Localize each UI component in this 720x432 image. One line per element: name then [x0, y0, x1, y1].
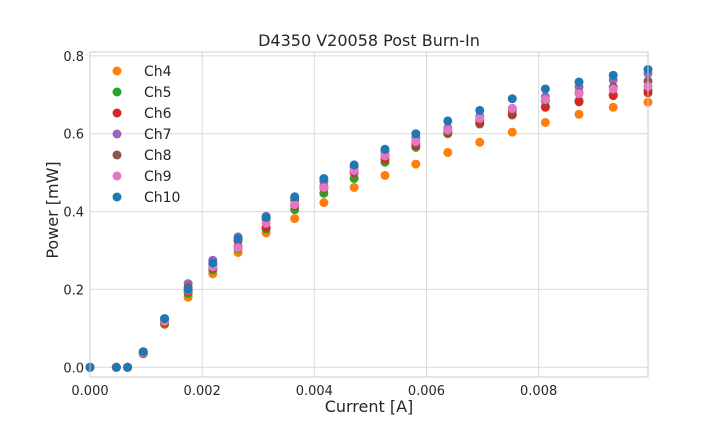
data-point — [123, 362, 133, 372]
data-point — [411, 129, 421, 139]
legend-label: Ch4 — [144, 64, 172, 80]
series-ch10 — [85, 65, 653, 372]
y-tick-label: 0.8 — [63, 50, 84, 65]
data-point — [475, 105, 485, 115]
data-point — [443, 147, 453, 157]
y-tick-label: 0.6 — [63, 128, 84, 143]
chart-title: D4350 V20058 Post Burn-In — [258, 31, 480, 50]
data-point — [319, 173, 329, 183]
legend-label: Ch8 — [144, 148, 172, 164]
legend-marker — [112, 171, 122, 181]
data-point — [349, 182, 359, 192]
data-point — [411, 159, 421, 169]
data-point — [183, 284, 193, 294]
data-point — [233, 243, 243, 253]
data-point — [349, 160, 359, 170]
legend-marker — [112, 192, 122, 202]
data-point — [138, 347, 148, 357]
legend: Ch4 Ch5 Ch6 Ch7 Ch8 Ch9 Ch10 — [112, 64, 180, 206]
x-axis-label: Current [A] — [325, 397, 414, 416]
data-point — [319, 182, 329, 192]
data-point — [574, 77, 584, 87]
legend-marker — [112, 87, 122, 97]
data-point — [233, 234, 243, 244]
legend-label: Ch6 — [144, 106, 172, 122]
legend-label: Ch7 — [144, 127, 172, 143]
grid — [89, 52, 648, 377]
data-point — [574, 97, 584, 107]
legend-marker — [112, 66, 122, 76]
data-point — [507, 103, 517, 113]
data-point — [475, 113, 485, 123]
data-point — [160, 314, 170, 324]
tick-labels: 0.000 0.002 0.004 0.006 0.008 0.0 0.2 0.4 0.6 0.8 — [63, 50, 557, 399]
legend-marker — [112, 150, 122, 160]
y-tick-label: 0.2 — [63, 283, 84, 298]
x-tick-label: 0.006 — [408, 384, 445, 399]
data-point — [290, 200, 300, 210]
data-point — [608, 91, 618, 101]
data-point — [540, 84, 550, 94]
data-point — [208, 258, 218, 268]
data-point — [507, 127, 517, 137]
legend-marker — [112, 108, 122, 118]
data-point — [319, 198, 329, 208]
x-tick-label: 0.000 — [71, 384, 108, 399]
data-point — [380, 170, 390, 180]
y-tick-label: 0.0 — [63, 361, 84, 376]
legend-label: Ch10 — [144, 190, 180, 206]
data-point — [290, 214, 300, 224]
plot-area — [90, 52, 648, 377]
data-point — [443, 116, 453, 126]
data-point — [290, 192, 300, 202]
data-point — [574, 89, 584, 99]
data-point — [380, 151, 390, 161]
data-point — [608, 84, 618, 94]
data-point — [411, 137, 421, 147]
data-point — [380, 144, 390, 154]
data-point — [540, 102, 550, 112]
data-point — [608, 70, 618, 80]
x-tick-label: 0.002 — [184, 384, 221, 399]
data-point — [507, 94, 517, 104]
data-point — [574, 109, 584, 119]
x-tick-label: 0.008 — [520, 384, 557, 399]
data-point — [443, 125, 453, 135]
data-point — [111, 362, 121, 372]
x-tick-label: 0.004 — [296, 384, 333, 399]
legend-label: Ch5 — [144, 85, 172, 101]
data-point — [475, 137, 485, 147]
data-point — [540, 117, 550, 127]
y-tick-label: 0.4 — [63, 206, 84, 221]
data-point — [540, 94, 550, 104]
data-point — [608, 102, 618, 112]
plot-frame — [89, 51, 649, 378]
legend-label: Ch9 — [144, 169, 172, 185]
legend-marker — [112, 129, 122, 139]
data-point — [261, 212, 271, 222]
y-axis-label: Power [mW] — [43, 161, 62, 258]
